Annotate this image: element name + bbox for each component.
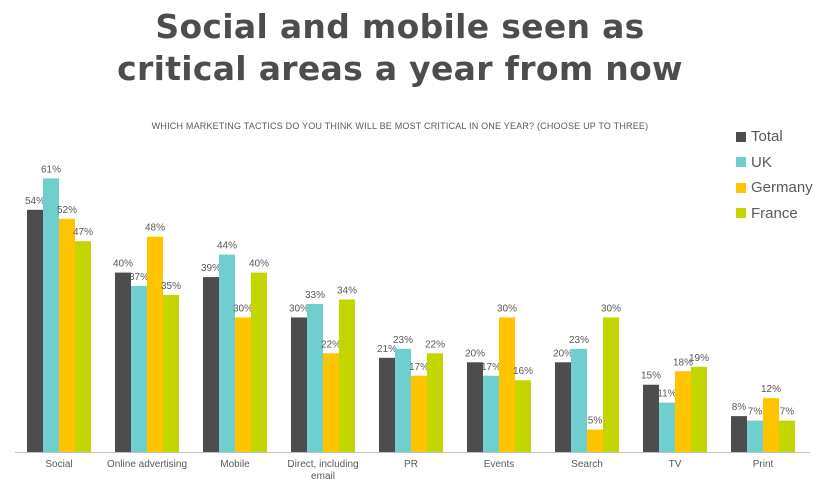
legend-item-total: Total — [736, 124, 813, 150]
bar-germany-2 — [235, 317, 251, 452]
bar-total-3 — [291, 317, 307, 452]
legend-item-germany: Germany — [736, 175, 813, 201]
data-label-france-5: 16% — [513, 366, 533, 377]
data-label-germany-4: 17% — [409, 362, 429, 373]
bar-total-6 — [555, 362, 571, 452]
data-label-total-6: 20% — [553, 348, 573, 359]
bar-france-1 — [163, 295, 179, 452]
bar-total-5 — [467, 362, 483, 452]
data-label-germany-7: 18% — [673, 357, 693, 368]
category-label-2: Mobile — [220, 459, 250, 470]
data-label-uk-8: 7% — [748, 407, 763, 418]
data-label-france-3: 34% — [337, 286, 357, 297]
legend-label-france: France — [751, 204, 798, 222]
title-line-2: critical areas a year from now — [117, 49, 683, 88]
data-label-total-5: 20% — [465, 348, 485, 359]
data-label-france-4: 22% — [425, 339, 445, 350]
bar-france-0 — [75, 241, 91, 452]
bar-uk-6 — [571, 348, 587, 452]
data-label-total-7: 15% — [641, 371, 661, 382]
legend-item-uk: UK — [736, 150, 813, 176]
bar-germany-8 — [763, 398, 779, 452]
data-label-france-2: 40% — [249, 259, 269, 270]
data-label-germany-6: 5% — [588, 416, 603, 427]
data-label-uk-1: 37% — [129, 272, 149, 283]
data-label-total-3: 30% — [289, 303, 309, 314]
data-label-france-6: 30% — [601, 303, 621, 314]
legend-label-total: Total — [751, 128, 783, 146]
bar-germany-1 — [147, 236, 163, 452]
bar-germany-6 — [587, 429, 603, 452]
data-label-germany-1: 48% — [145, 223, 165, 234]
category-label-1: Online advertising — [107, 459, 187, 470]
bar-uk-4 — [395, 348, 411, 452]
data-label-uk-7: 11% — [657, 389, 676, 400]
data-label-uk-4: 23% — [393, 335, 413, 346]
bar-uk-0 — [43, 178, 59, 452]
bar-germany-5 — [499, 317, 515, 452]
bar-uk-3 — [307, 303, 323, 452]
bar-total-2 — [203, 277, 219, 452]
data-label-uk-0: 61% — [41, 164, 61, 175]
chart-subtitle: WHICH MARKETING TACTICS DO YOU THINK WIL… — [151, 121, 649, 131]
data-label-total-8: 8% — [732, 402, 747, 413]
data-label-germany-0: 52% — [57, 205, 77, 216]
category-label-7: TV — [669, 459, 682, 470]
legend-label-germany: Germany — [751, 179, 813, 197]
page-title: Social and mobile seen as critical areas… — [0, 6, 800, 90]
category-label-6: Search — [571, 459, 603, 470]
legend-swatch-france — [736, 208, 746, 219]
legend-swatch-uk — [736, 157, 746, 168]
bar-uk-2 — [219, 254, 235, 452]
data-label-total-1: 40% — [113, 259, 133, 270]
bar-france-6 — [603, 317, 619, 452]
data-label-germany-2: 30% — [233, 303, 253, 314]
data-label-france-8: 7% — [780, 407, 795, 418]
category-label-8: Print — [753, 459, 774, 470]
bar-germany-7 — [675, 371, 691, 452]
bar-uk-8 — [747, 420, 763, 452]
data-label-france-1: 35% — [161, 281, 181, 292]
bar-germany-3 — [323, 353, 339, 452]
category-label-0: Social — [45, 459, 72, 470]
data-label-germany-3: 22% — [321, 339, 341, 350]
data-label-uk-2: 44% — [217, 241, 237, 252]
bar-total-7 — [643, 384, 659, 452]
title-line-1: Social and mobile seen as — [155, 7, 645, 46]
data-label-uk-6: 23% — [569, 335, 589, 346]
bar-france-8 — [779, 420, 795, 452]
category-label-3: Direct, including email — [287, 459, 358, 482]
bar-total-8 — [731, 416, 747, 452]
bar-france-2 — [251, 272, 267, 452]
chart-legend: Total UK Germany France — [736, 124, 813, 226]
bar-total-4 — [379, 357, 395, 452]
data-label-uk-5: 17% — [481, 362, 501, 373]
legend-swatch-germany — [736, 182, 746, 193]
category-label-4: PR — [404, 459, 418, 470]
bar-total-1 — [115, 272, 131, 452]
bar-france-7 — [691, 366, 707, 452]
data-label-total-2: 39% — [201, 263, 221, 274]
bar-uk-7 — [659, 402, 675, 452]
bar-france-5 — [515, 380, 531, 452]
bar-uk-5 — [483, 375, 499, 452]
data-label-total-0: 54% — [25, 196, 45, 207]
bar-uk-1 — [131, 286, 147, 452]
legend-swatch-total — [736, 131, 746, 142]
bar-germany-0 — [59, 218, 75, 452]
bar-france-3 — [339, 299, 355, 452]
category-label-5: Events — [484, 459, 515, 470]
data-label-germany-8: 12% — [761, 384, 781, 395]
bar-germany-4 — [411, 375, 427, 452]
legend-label-uk: UK — [751, 153, 772, 171]
data-label-total-4: 21% — [377, 344, 397, 355]
data-label-france-7: 19% — [689, 353, 709, 364]
data-label-france-0: 47% — [73, 227, 93, 238]
data-label-germany-5: 30% — [497, 303, 517, 314]
data-label-uk-3: 33% — [305, 290, 325, 301]
bar-france-4 — [427, 353, 443, 452]
legend-item-france: France — [736, 201, 813, 227]
bar-total-0 — [27, 209, 43, 452]
